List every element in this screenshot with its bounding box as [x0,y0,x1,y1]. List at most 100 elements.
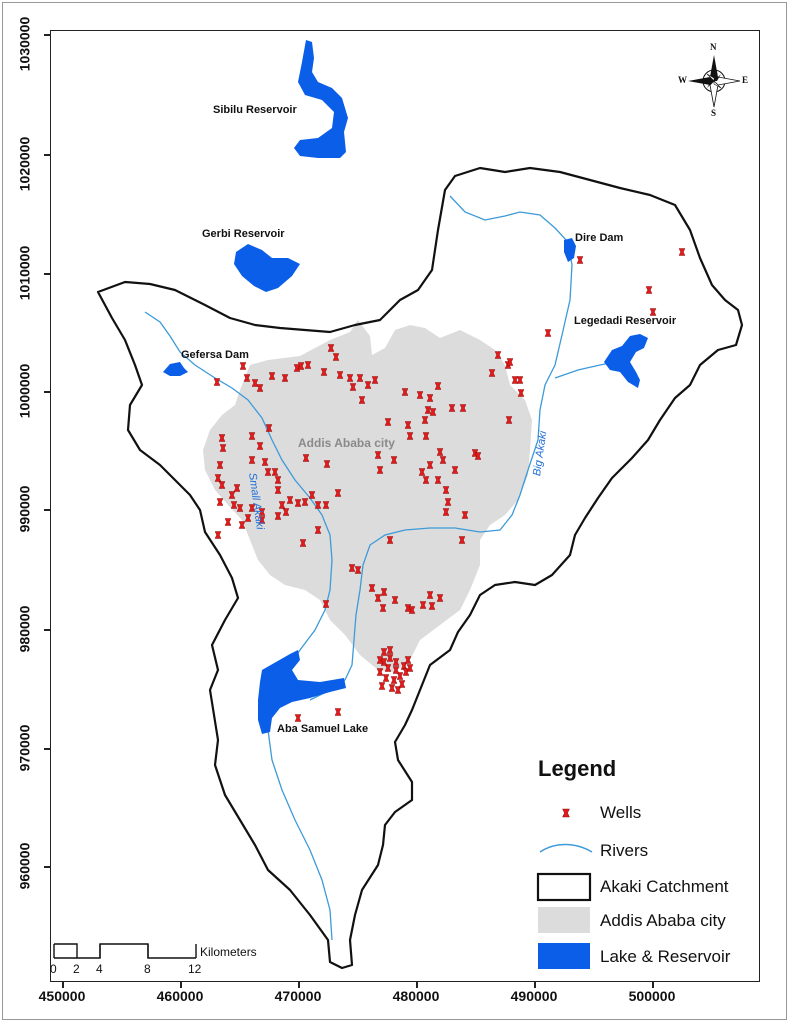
well-marker [384,664,392,672]
well-marker [380,588,388,596]
well-marker [461,511,469,519]
well-marker [261,458,269,466]
well-marker [374,451,382,459]
compass-rose [688,55,741,108]
well-marker [494,351,502,359]
well-marker [408,606,416,614]
scale-tick-8: 8 [144,962,151,976]
x-tick-mark [652,982,654,988]
y-tick-mark [44,273,50,275]
aba-samuel-lake [258,650,346,734]
y-tick-mark [44,391,50,393]
small-akaki-river-lower [267,729,333,941]
well-marker [426,461,434,469]
well-marker [358,396,366,404]
well-marker [645,286,653,294]
well-marker [426,591,434,599]
y-tick-mark [44,154,50,156]
well-marker [301,498,309,506]
well-marker [286,496,294,504]
well-marker [264,468,272,476]
well-marker [380,648,388,656]
x-tick-mark [180,982,182,988]
legend-city-symbol [538,907,590,933]
well-marker [334,708,342,716]
scale-unit-label: Kilometers [200,945,257,959]
well-marker [386,654,394,662]
y-tick-mark [44,34,50,36]
well-marker [380,658,388,666]
legend-label-catchment: Akaki Catchment [600,877,729,896]
x-tick-500000: 500000 [628,988,676,1004]
well-marker [374,594,382,602]
x-tick-mark [534,982,536,988]
well-marker [302,454,310,462]
well-marker [238,521,246,529]
well-marker [426,394,434,402]
well-marker [233,484,241,492]
legend-well-symbol [562,808,570,818]
well-marker [390,456,398,464]
well-marker [474,452,482,460]
well-marker [384,418,392,426]
well-marker [243,374,251,382]
well-marker [299,539,307,547]
well-marker [516,376,524,384]
well-marker [256,442,264,450]
label-sibilu-reservoir: Sibilu Reservoir [213,104,297,116]
well-marker [404,656,412,664]
legend-label-city: Addis Ababa city [600,911,726,930]
x-tick-460000: 460000 [156,988,204,1004]
well-marker [392,658,400,666]
label-gefersa-dam: Gefersa Dam [181,349,249,361]
well-marker [364,381,372,389]
compass-w: W [678,75,687,85]
well-marker [398,680,406,688]
well-marker [436,594,444,602]
label-aba-samuel-lake: Aba Samuel Lake [277,723,369,735]
x-tick-mark [62,982,64,988]
well-marker [429,408,437,416]
well-marker [544,329,552,337]
well-marker [334,489,342,497]
well-marker [248,432,256,440]
well-marker [396,672,404,680]
well-marker [218,481,226,489]
well-marker [388,684,396,692]
x-tick-480000: 480000 [392,988,440,1004]
well-marker [239,362,247,370]
well-marker [386,536,394,544]
well-marker [442,486,450,494]
well-marker [390,676,398,684]
addis-ababa-city-area [203,320,532,672]
legend-catchment-symbol [536,872,592,902]
well-marker [371,376,379,384]
well-marker [265,424,273,432]
well-marker [576,256,584,264]
well-marker [323,460,331,468]
well-marker [436,448,444,456]
well-marker [248,456,256,464]
lakes-and-reservoirs [163,40,648,734]
well-marker [678,248,686,256]
well-marker [274,486,282,494]
label-dire-dam: Dire Dam [575,232,624,244]
dire-dam [564,238,576,262]
compass-e: E [742,75,749,85]
well-marker [320,368,328,376]
well-marker [649,308,657,316]
well-marker [391,596,399,604]
well-marker [294,499,302,507]
well-marker [314,501,322,509]
well-marker [376,466,384,474]
scale-bar [53,943,197,959]
well-marker [258,508,266,516]
x-tick-mark [416,982,418,988]
y-tick-mark [44,748,50,750]
gerbi-reservoir [234,244,300,292]
well-marker [422,476,430,484]
scale-tick-4: 4 [96,962,103,976]
scale-tick-2: 2 [73,962,80,976]
legend-river-symbol [539,843,593,853]
